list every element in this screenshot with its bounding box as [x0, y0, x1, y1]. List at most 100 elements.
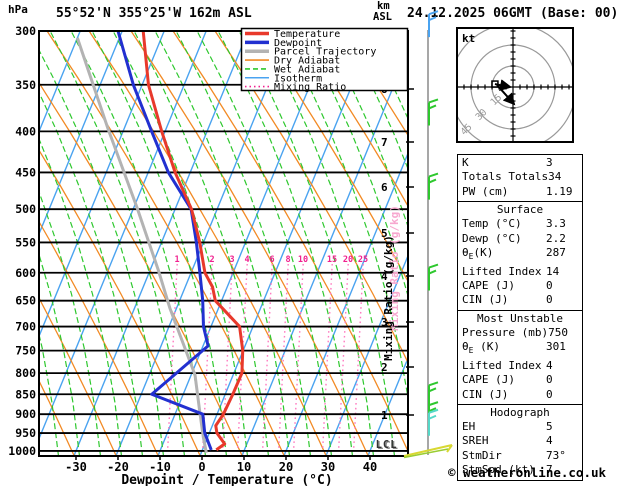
mixing-ratio-line-label: 2: [209, 255, 214, 265]
dry-adiabat-line: [39, 220, 159, 456]
stats-row-label: θE(K): [462, 246, 494, 262]
stats-row-value: 750: [548, 325, 568, 339]
wind-barb: [428, 172, 439, 200]
temperature-tick-label: 40: [363, 460, 377, 474]
stats-row-label: CAPE (J): [462, 279, 515, 293]
stats-row: SREH 4: [458, 434, 582, 448]
stats-row: StmSpd (kt) 7: [458, 463, 582, 477]
legend-item-label: Dewpoint: [274, 38, 322, 49]
dry-adiabat-line: [88, 31, 327, 456]
stats-row-label: EH: [462, 420, 476, 434]
pressure-tick-label: 650: [15, 294, 36, 308]
isotherm-line: [39, 31, 81, 134]
x-axis-title: Dewpoint / Temperature (°C): [121, 473, 332, 486]
stats-row: CIN (J) 0: [458, 293, 582, 307]
legend-item-label: Isotherm: [274, 73, 322, 84]
stats-row-label: K: [462, 156, 469, 169]
isotherm-line: [325, 253, 408, 456]
stats-row-value: 73°: [546, 448, 566, 462]
dry-adiabat-line: [214, 31, 408, 364]
legend-item-label: Wet Adiabat: [274, 64, 340, 75]
dry-adiabat-line: [39, 379, 75, 456]
stats-row: θE (K) 301: [458, 340, 582, 359]
mixing-ratio-line-label: 8: [285, 255, 290, 265]
wet-adiabat-line: [154, 31, 291, 456]
wind-barb: [428, 408, 439, 436]
stats-row-label: Pressure (mb): [462, 325, 549, 339]
dry-adiabat-line: [39, 149, 201, 456]
hodograph-storm-marker: [491, 80, 499, 88]
wet-adiabat-line: [39, 252, 81, 456]
wet-adiabat-line: [39, 189, 102, 456]
plot-border: [38, 30, 409, 457]
stats-row-label: CAPE (J): [462, 373, 515, 387]
stats-row-label: Lifted Index: [462, 358, 542, 372]
isotherm-line: [115, 31, 291, 456]
stats-row-label: SREH: [462, 434, 489, 448]
wind-barb: [428, 263, 439, 291]
stats-row-label: Lifted Index: [462, 264, 542, 278]
stats-row: CAPE (J) 0: [458, 279, 582, 293]
pressure-tick-label: 600: [15, 266, 36, 280]
lcl-label-shadow: LCL: [377, 440, 399, 452]
isotherm-line: [283, 151, 408, 456]
stats-row-value: 4: [546, 434, 553, 448]
stats-section-title: Surface: [496, 203, 544, 217]
wet-adiabat-line: [91, 31, 228, 456]
stats-row: Lifted Index 14: [458, 265, 582, 279]
mixing-ratio-line-label: 3: [229, 255, 234, 265]
pressure-tick-label: 400: [15, 124, 36, 138]
stats-row: θE(K) 287: [458, 246, 582, 265]
mixing-ratio-line-label: 6: [269, 255, 274, 265]
stats-row: Temp (°C) 3.3: [458, 217, 582, 231]
altitude-axis-unit-asl: ASL: [373, 11, 392, 23]
mixing-ratio-line-label: 15: [327, 255, 337, 265]
wet-adiabat-line: [301, 31, 408, 299]
isotherm-line: [73, 31, 249, 456]
copyright-text: © weatheronline.co.uk: [448, 465, 607, 480]
pressure-axis-unit: hPa: [8, 3, 28, 16]
pressure-tick-label: 750: [15, 344, 36, 358]
legend-item-label: Dry Adiabat: [274, 56, 340, 67]
temperature-tick-label: 0: [198, 460, 205, 474]
stats-row-value: 34: [548, 170, 562, 184]
wet-adiabat-line: [39, 137, 123, 456]
dry-adiabat-line: [46, 31, 285, 456]
station-title: 55°52'N 355°25'W 162m ASL: [56, 6, 252, 21]
stats-section: K 3 Totals Totals 34 PW (cm) 1.19: [457, 154, 583, 203]
stats-row: Pressure (mb) 750: [458, 326, 582, 340]
stats-row: Lifted Index 4: [458, 359, 582, 373]
wet-adiabat-line: [238, 31, 375, 456]
legend-item-label: Mixing Ratio: [274, 82, 346, 93]
pressure-tick-label: 850: [15, 387, 36, 401]
isotherm-line: [199, 31, 375, 456]
pressure-tick-label: 500: [15, 202, 36, 216]
stats-row: Totals Totals 34: [458, 170, 582, 184]
mixing-ratio-axis-label: Mixing Ratio (g/kg): [382, 235, 395, 361]
temperature-tick-label: 20: [279, 460, 293, 474]
stats-row: Dewp (°C) 2.2: [458, 232, 582, 246]
dry-adiabat-line: [39, 81, 243, 456]
pressure-tick-label: 450: [15, 165, 36, 179]
legend-item-label: Temperature: [274, 29, 340, 40]
km-tick-label: 4: [381, 270, 388, 283]
stats-row-label: CIN (J): [462, 387, 509, 401]
pressure-tick-label: 350: [15, 78, 36, 92]
stats-row: PW (cm) 1.19: [458, 185, 582, 199]
wet-adiabat-line: [39, 48, 165, 456]
dry-adiabat-line: [256, 31, 408, 283]
dry-adiabat-line: [39, 296, 117, 456]
stats-row-label: θE (K): [462, 340, 500, 356]
plot-area: 1 2 3 4 6 8 10 15 20 25: [39, 31, 408, 456]
stats-row-label: StmSpd (kt): [462, 463, 535, 477]
stats-row-value: 0: [546, 279, 553, 293]
stats-section: Most Unstable Pressure (mb) 750 θE (K) 301 Li…: [457, 309, 583, 406]
temperature-tick-label: -20: [107, 460, 129, 474]
stats-row-value: 0: [546, 387, 553, 401]
stats-row-value: 14: [546, 264, 560, 278]
wet-adiabat-line: [39, 331, 60, 456]
series-temperature: [141, 31, 245, 452]
